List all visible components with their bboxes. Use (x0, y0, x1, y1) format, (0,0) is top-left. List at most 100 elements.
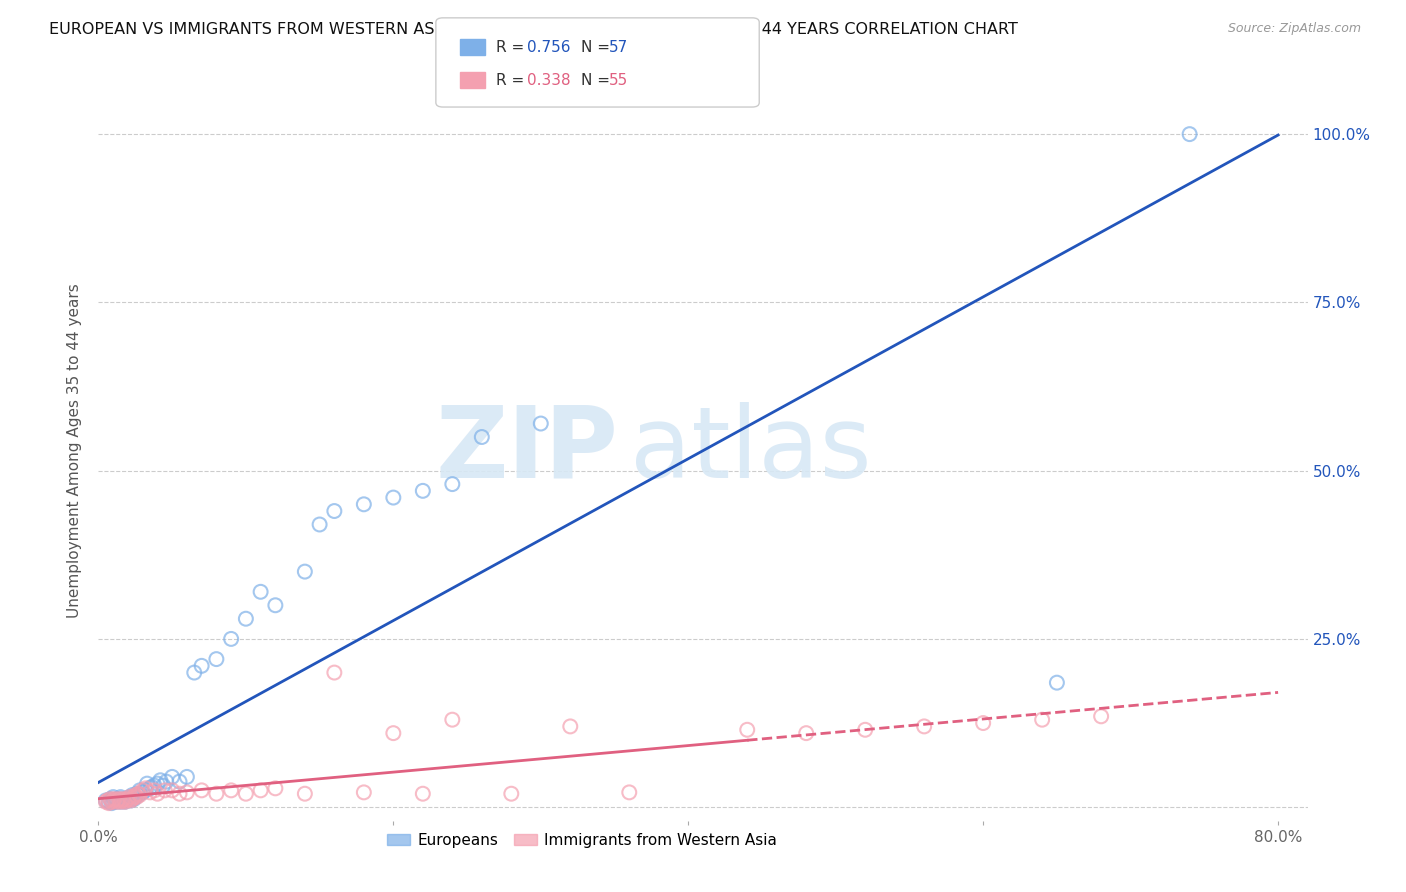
Point (114, 795, 136, 809)
Point (353, 785, 375, 799)
Point (117, 792, 139, 806)
Point (143, 783, 166, 797)
Point (530, 417, 553, 431)
Text: R =: R = (496, 73, 530, 87)
Text: R =: R = (496, 40, 530, 54)
Point (105, 795, 128, 809)
Point (560, 719, 582, 733)
Point (125, 787, 148, 801)
Point (124, 788, 146, 802)
Point (219, 783, 242, 797)
Point (139, 785, 162, 799)
Point (118, 790, 141, 805)
Point (117, 792, 139, 806)
Point (97, 795, 120, 809)
Point (101, 793, 124, 807)
Point (97, 796, 120, 810)
Point (412, 483, 434, 498)
Point (98, 792, 121, 806)
Point (190, 783, 212, 797)
Point (1178, 127, 1201, 141)
Point (105, 795, 128, 809)
Point (146, 776, 169, 791)
Point (98, 792, 121, 806)
Point (382, 726, 405, 740)
Point (115, 793, 138, 807)
Point (619, 785, 641, 799)
Point (131, 783, 153, 797)
Point (124, 790, 146, 805)
Point (294, 787, 316, 801)
Y-axis label: Unemployment Among Ages 35 to 44 years: Unemployment Among Ages 35 to 44 years (67, 283, 83, 618)
Text: N =: N = (581, 40, 614, 54)
Point (118, 790, 141, 805)
Point (120, 793, 142, 807)
Point (353, 497, 375, 511)
Point (131, 785, 153, 799)
Point (114, 795, 136, 809)
Text: atlas: atlas (630, 402, 872, 499)
Text: N =: N = (581, 73, 614, 87)
Point (107, 793, 129, 807)
Point (853, 723, 876, 737)
Point (160, 770, 183, 784)
Point (264, 781, 287, 796)
Point (912, 719, 935, 733)
Point (110, 795, 132, 809)
Point (323, 665, 346, 680)
Point (94, 793, 117, 807)
Point (190, 658, 212, 673)
Point (127, 787, 149, 801)
Point (471, 430, 494, 444)
Point (110, 790, 132, 805)
Point (972, 716, 994, 731)
Point (128, 788, 150, 802)
Point (1031, 713, 1053, 727)
Point (501, 787, 523, 801)
Point (139, 781, 162, 796)
Point (169, 787, 191, 801)
Point (112, 792, 135, 806)
Point (382, 491, 405, 505)
Point (128, 783, 150, 797)
Point (121, 792, 143, 806)
Point (135, 781, 157, 796)
Point (264, 599, 287, 613)
Point (205, 787, 228, 801)
Point (94, 795, 117, 809)
Text: ZIP: ZIP (436, 402, 619, 499)
Point (125, 790, 148, 805)
Point (441, 713, 464, 727)
Point (155, 774, 177, 789)
Point (112, 792, 135, 806)
Point (205, 652, 228, 666)
Point (120, 793, 142, 807)
Text: 57: 57 (609, 40, 628, 54)
Text: 0.338: 0.338 (527, 73, 571, 87)
Point (101, 795, 124, 809)
Point (176, 785, 198, 799)
Point (183, 665, 205, 680)
Legend: Europeans, Immigrants from Western Asia: Europeans, Immigrants from Western Asia (381, 827, 783, 854)
Point (160, 783, 183, 797)
Point (249, 783, 271, 797)
Point (149, 773, 172, 788)
Point (111, 793, 134, 807)
Point (127, 788, 149, 802)
Point (441, 477, 464, 491)
Point (105, 792, 128, 806)
Point (143, 779, 166, 793)
Point (108, 792, 131, 806)
Point (152, 779, 174, 793)
Text: EUROPEAN VS IMMIGRANTS FROM WESTERN ASIA UNEMPLOYMENT AMONG AGES 35 TO 44 YEARS : EUROPEAN VS IMMIGRANTS FROM WESTERN ASIA… (49, 22, 1018, 37)
Point (308, 517, 330, 532)
Text: 55: 55 (609, 73, 628, 87)
Point (169, 774, 191, 789)
Point (122, 790, 145, 805)
Point (135, 783, 157, 797)
Point (108, 792, 131, 806)
Point (294, 565, 316, 579)
Point (107, 793, 129, 807)
Point (115, 793, 138, 807)
Point (235, 612, 257, 626)
